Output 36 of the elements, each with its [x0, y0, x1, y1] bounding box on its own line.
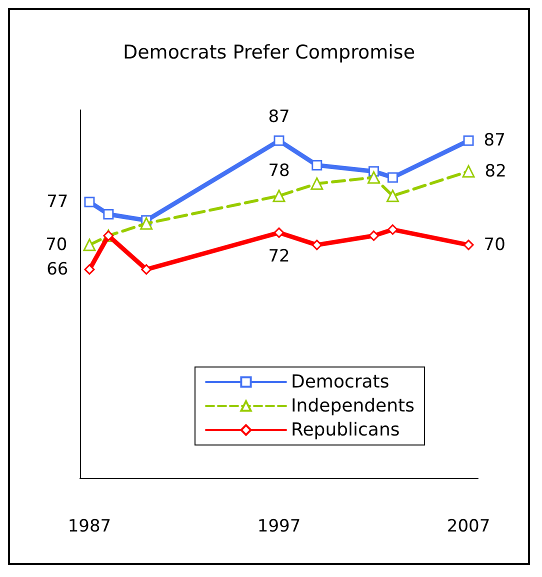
point: [274, 135, 284, 146]
data-label: 66: [46, 259, 68, 280]
point: [140, 217, 153, 230]
data-label: 77: [46, 192, 68, 212]
point: [387, 224, 398, 235]
point: [368, 171, 380, 184]
chart-title: Democrats Prefer Compromise: [122, 42, 416, 64]
data-label: 70: [46, 234, 68, 255]
point: [83, 238, 96, 252]
point: [387, 172, 398, 183]
point: [84, 196, 95, 208]
data-label: 87: [268, 106, 290, 127]
point: [84, 264, 95, 275]
x-tick-label: 1997: [257, 516, 301, 536]
legend-label: Democrats: [291, 372, 390, 392]
data-label: 72: [268, 246, 290, 266]
point: [274, 227, 284, 238]
x-tick-label: 2007: [446, 516, 490, 536]
point: [386, 190, 399, 202]
data-label: 87: [484, 130, 506, 151]
data-label: 78: [268, 161, 290, 182]
legend-label: Independents: [291, 396, 414, 416]
point: [312, 160, 322, 170]
x-tick-label: 1987: [68, 516, 112, 536]
point: [462, 165, 475, 178]
legend-label: Republicans: [291, 420, 400, 440]
point: [272, 190, 286, 202]
point: [141, 264, 152, 275]
point: [103, 209, 114, 220]
data-label: 82: [484, 161, 506, 182]
point: [312, 240, 322, 250]
point: [463, 135, 474, 146]
data-label: 70: [484, 234, 506, 255]
point: [310, 177, 324, 190]
point: [463, 240, 474, 250]
point: [368, 230, 380, 241]
